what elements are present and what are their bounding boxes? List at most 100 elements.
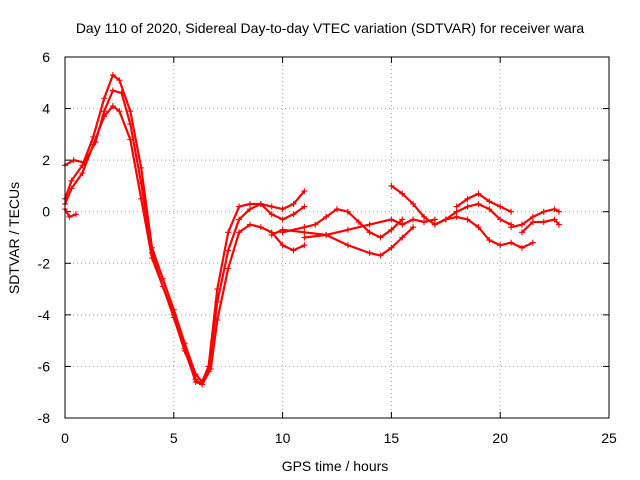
- series-track-2: [62, 72, 308, 385]
- data-point: [279, 206, 286, 213]
- data-point: [344, 226, 351, 233]
- data-point: [431, 216, 438, 223]
- data-point: [453, 208, 460, 215]
- data-point: [410, 224, 417, 231]
- data-point: [116, 108, 123, 115]
- data-point: [497, 203, 504, 210]
- data-point: [464, 195, 471, 202]
- chart-title: Day 110 of 2020, Sidereal Day-to-day VTE…: [76, 20, 585, 36]
- data-point: [366, 249, 373, 256]
- y-tick-label: -8: [38, 410, 51, 426]
- series-track-5: [268, 224, 417, 259]
- data-point: [70, 157, 77, 164]
- series-line: [270, 226, 415, 257]
- data-point: [279, 216, 286, 223]
- series-line: [281, 208, 404, 239]
- data-point: [453, 213, 460, 220]
- data-point: [214, 317, 221, 324]
- data-point: [486, 198, 493, 205]
- data-point: [518, 221, 525, 228]
- data-point: [127, 121, 134, 128]
- data-point: [81, 159, 88, 166]
- data-point: [101, 95, 108, 102]
- data-point: [323, 213, 330, 220]
- data-point: [225, 265, 232, 272]
- data-point: [246, 200, 253, 207]
- data-point: [279, 242, 286, 249]
- series-line: [390, 184, 513, 226]
- series-track-3: [62, 87, 308, 388]
- data-point: [529, 213, 536, 220]
- data-point: [529, 239, 536, 246]
- data-point: [421, 213, 428, 220]
- data-point: [66, 213, 73, 220]
- data-point: [207, 366, 214, 373]
- data-point: [540, 208, 547, 215]
- data-point: [236, 229, 243, 236]
- data-point: [355, 219, 362, 226]
- data-point: [257, 224, 264, 231]
- data-point: [159, 283, 166, 290]
- data-point: [344, 208, 351, 215]
- plot-frame: [64, 56, 610, 419]
- data-point: [127, 108, 134, 115]
- y-tick-label: -4: [38, 307, 51, 323]
- data-point: [464, 203, 471, 210]
- data-point: [68, 177, 75, 184]
- data-point: [399, 190, 406, 197]
- data-point: [236, 203, 243, 210]
- data-point: [551, 216, 558, 223]
- data-point: [442, 216, 449, 223]
- data-point: [334, 206, 340, 213]
- data-point: [421, 219, 428, 226]
- y-tick-label: -6: [38, 358, 51, 374]
- x-tick-label: 20: [492, 430, 508, 446]
- data-point: [555, 221, 562, 228]
- data-point: [268, 203, 275, 210]
- data-point: [149, 249, 156, 256]
- x-tick-label: 15: [384, 430, 400, 446]
- data-point: [555, 208, 562, 215]
- data-point: [225, 229, 232, 236]
- data-point: [92, 139, 99, 146]
- series-track-10: [453, 190, 515, 215]
- data-point: [301, 188, 308, 195]
- data-point: [486, 206, 493, 213]
- data-point: [138, 180, 145, 187]
- data-point: [388, 182, 395, 189]
- data-point: [181, 345, 188, 352]
- data-point: [101, 108, 108, 115]
- y-tick-label: -2: [38, 255, 51, 271]
- data-point: [366, 229, 373, 236]
- data-point: [290, 211, 297, 218]
- data-point: [475, 224, 482, 231]
- data-point: [508, 208, 515, 215]
- axis-ticks: [64, 56, 610, 419]
- series-track-9: [431, 213, 536, 251]
- data-point: [366, 221, 373, 228]
- data-point: [72, 211, 79, 218]
- data-point: [551, 206, 558, 213]
- series-line: [455, 192, 513, 213]
- x-tick-label: 0: [61, 430, 69, 446]
- data-point: [399, 234, 406, 241]
- y-axis-label: SDTVAR / TECUs: [6, 182, 22, 294]
- series-track-7: [301, 216, 438, 241]
- data-point: [399, 216, 406, 223]
- data-point: [116, 77, 123, 84]
- series-track-6: [279, 206, 406, 241]
- data-point: [199, 381, 206, 388]
- data-point: [301, 242, 308, 249]
- data-point: [431, 221, 438, 228]
- series-track-4: [62, 206, 79, 220]
- data-point: [388, 226, 395, 233]
- y-tick-label: 0: [42, 204, 50, 220]
- y-tick-label: 2: [42, 152, 50, 168]
- data-point: [464, 216, 471, 223]
- data-point: [497, 216, 504, 223]
- data-point: [301, 229, 308, 236]
- series-line: [433, 215, 534, 249]
- plot-area: [62, 72, 562, 388]
- data-point: [312, 221, 319, 228]
- data-point: [214, 286, 221, 293]
